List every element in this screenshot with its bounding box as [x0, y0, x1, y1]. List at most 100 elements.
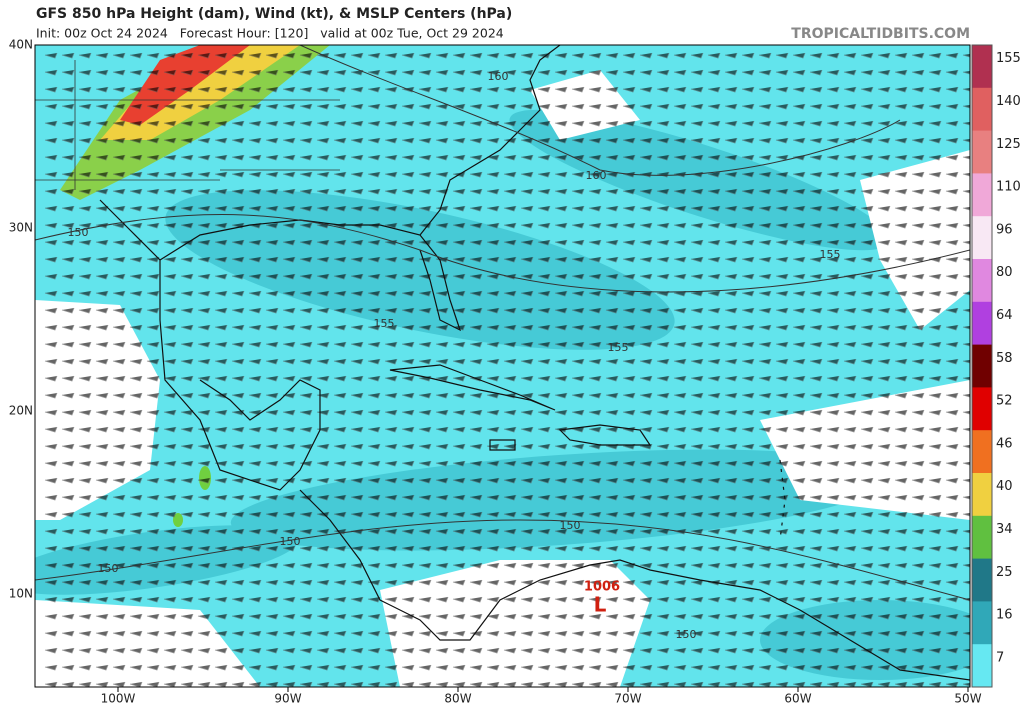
- wind-barb: [911, 528, 925, 535]
- wind-barb: [792, 545, 806, 552]
- wind-barb: [928, 409, 942, 416]
- wind-barb: [605, 222, 619, 229]
- wind-barb: [724, 86, 738, 93]
- wind-barb: [180, 562, 194, 569]
- wind-barb: [877, 494, 891, 501]
- wind-barb: [61, 494, 75, 501]
- wind-barb: [95, 528, 109, 535]
- wind-barb: [401, 103, 415, 110]
- wind-barb: [894, 409, 908, 416]
- wind-barb: [877, 171, 891, 178]
- wind-barb: [350, 426, 364, 433]
- wind-barb: [469, 630, 483, 637]
- wind-barb: [911, 239, 925, 246]
- wind-barb: [367, 290, 381, 297]
- wind-barb: [78, 477, 92, 484]
- wind-barb: [690, 307, 704, 314]
- wind-barb: [843, 188, 857, 195]
- wind-barb: [248, 52, 262, 59]
- wind-barb: [554, 545, 568, 552]
- wind-barb: [452, 630, 466, 637]
- wind-barb: [673, 511, 687, 518]
- wind-barb: [112, 630, 126, 637]
- wind-barb: [605, 477, 619, 484]
- wind-barb: [248, 120, 262, 127]
- wind-barb: [588, 86, 602, 93]
- wind-barb: [486, 426, 500, 433]
- wind-barb: [877, 324, 891, 331]
- wind-barb: [95, 154, 109, 161]
- wind-barb: [44, 120, 58, 127]
- wind-barb: [248, 324, 262, 331]
- wind-barb: [282, 681, 296, 687]
- wind-barb: [758, 579, 772, 586]
- wind-barb: [537, 341, 551, 348]
- wind-barb: [61, 511, 75, 518]
- wind-barb: [180, 647, 194, 654]
- wind-barb: [945, 562, 959, 569]
- wind-barb: [61, 392, 75, 399]
- lat-label: 20N: [9, 404, 33, 418]
- wind-barb: [299, 69, 313, 76]
- wind-barb: [231, 154, 245, 161]
- wind-barb: [792, 409, 806, 416]
- wind-barb: [316, 358, 330, 365]
- wind-barb: [367, 324, 381, 331]
- wind-barb: [333, 86, 347, 93]
- wind-barb: [707, 426, 721, 433]
- wind-barb: [350, 596, 364, 603]
- wind-barb: [758, 647, 772, 654]
- wind-barb: [231, 103, 245, 110]
- wind-barb: [775, 273, 789, 280]
- wind-barb: [95, 69, 109, 76]
- wind-barb: [758, 341, 772, 348]
- wind-barb: [962, 155, 970, 160]
- wind-barb: [333, 290, 347, 297]
- wind-barb: [707, 681, 721, 687]
- wind-barb: [384, 171, 398, 178]
- wind-barb: [792, 358, 806, 365]
- wind-barb: [316, 290, 330, 297]
- wind-barb: [962, 580, 970, 585]
- wind-barb: [418, 511, 432, 518]
- wind-barb: [741, 647, 755, 654]
- wind-barb: [860, 341, 874, 348]
- wind-barb: [129, 375, 143, 382]
- wind-barb: [894, 630, 908, 637]
- wind-barb: [350, 324, 364, 331]
- wind-barb: [129, 205, 143, 212]
- wind-barb: [928, 358, 942, 365]
- wind-barb: [571, 409, 585, 416]
- wind-barb: [843, 103, 857, 110]
- wind-barb: [384, 375, 398, 382]
- wind-barb: [690, 358, 704, 365]
- wind-barb: [435, 154, 449, 161]
- wind-barb: [197, 86, 211, 93]
- wind-barb: [707, 120, 721, 127]
- wind-barb: [758, 375, 772, 382]
- wind-barb: [163, 69, 177, 76]
- wind-barb: [78, 511, 92, 518]
- wind-barb: [724, 426, 738, 433]
- wind-barb: [248, 341, 262, 348]
- wind-barb: [690, 120, 704, 127]
- wind-barb: [248, 69, 262, 76]
- wind-barb: [571, 256, 585, 263]
- wind-barb: [146, 154, 160, 161]
- wind-barb: [197, 392, 211, 399]
- lat-label: 40N: [9, 38, 33, 52]
- wind-barb: [809, 494, 823, 501]
- wind-barb: [843, 154, 857, 161]
- wind-barb: [384, 103, 398, 110]
- wind-barb: [265, 460, 279, 467]
- wind-barb: [231, 443, 245, 450]
- wind-barb: [758, 392, 772, 399]
- wind-barb: [809, 460, 823, 467]
- wind-barb: [792, 103, 806, 110]
- wind-barb: [928, 205, 942, 212]
- wind-barb: [61, 86, 75, 93]
- wind-barb: [571, 477, 585, 484]
- wind-barb: [554, 324, 568, 331]
- wind-barb: [962, 393, 970, 398]
- wind-barb: [282, 120, 296, 127]
